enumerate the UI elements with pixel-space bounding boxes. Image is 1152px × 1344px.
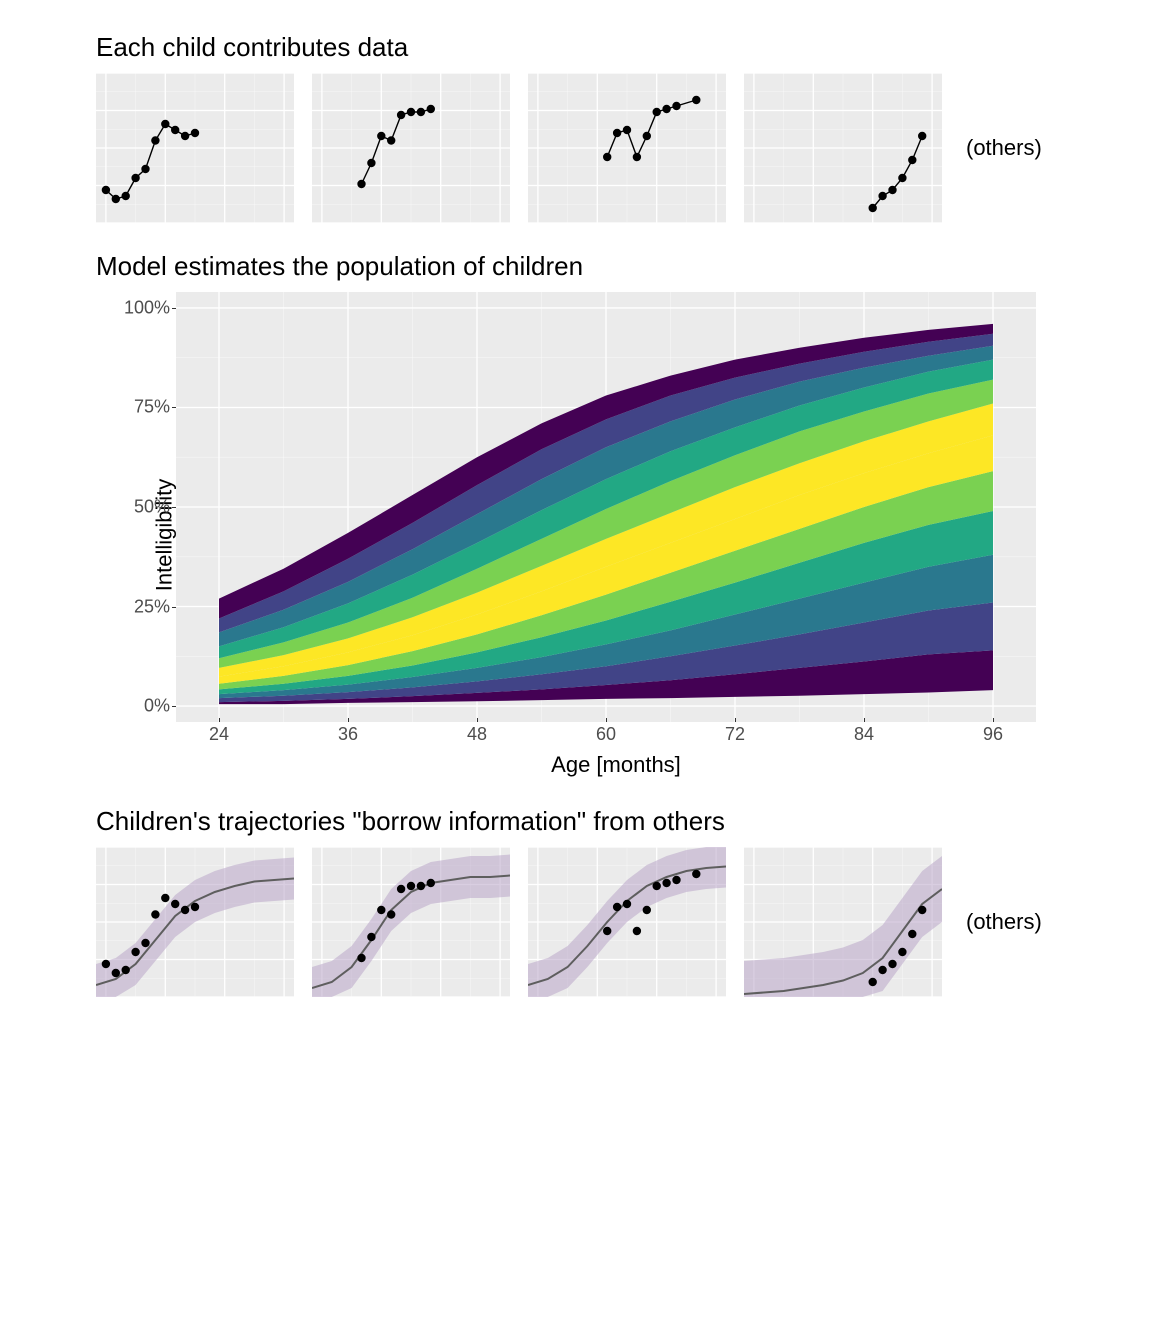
x-tick-label: 96 bbox=[983, 724, 1003, 745]
x-axis-label: Age [months] bbox=[176, 752, 1056, 778]
title-bottom: Children's trajectories "borrow informat… bbox=[96, 806, 1056, 837]
mini-panel bbox=[312, 73, 510, 223]
mini-panel bbox=[528, 847, 726, 997]
bottom-panel-row: (others) bbox=[96, 847, 1056, 997]
others-label: (others) bbox=[960, 135, 1042, 161]
y-tick-label: 100% bbox=[114, 297, 170, 318]
mini-panel bbox=[744, 73, 942, 223]
title-middle: Model estimates the population of childr… bbox=[96, 251, 1056, 282]
y-tick-label: 75% bbox=[114, 397, 170, 418]
x-tick-label: 84 bbox=[854, 724, 874, 745]
main-chart: Intelligibility 0%25%50%75%100% 24364860… bbox=[176, 292, 1056, 778]
others-label: (others) bbox=[960, 909, 1042, 935]
top-panel-row: (others) bbox=[96, 73, 1056, 223]
y-ticks: 0% 25% 50% 75% 100% bbox=[114, 292, 170, 778]
mini-panel bbox=[744, 847, 942, 997]
x-tick-label: 72 bbox=[725, 724, 745, 745]
y-tick-label: 0% bbox=[114, 696, 170, 717]
mini-panel bbox=[528, 73, 726, 223]
mini-panel bbox=[96, 73, 294, 223]
title-top: Each child contributes data bbox=[96, 32, 1056, 63]
y-tick-label: 25% bbox=[114, 596, 170, 617]
figure: Each child contributes data (others) Mod… bbox=[96, 32, 1056, 997]
x-tick-label: 60 bbox=[596, 724, 616, 745]
x-tick-label: 36 bbox=[338, 724, 358, 745]
x-ticks: 24 36 48 60 72 84 96 bbox=[176, 722, 1036, 748]
x-tick-label: 48 bbox=[467, 724, 487, 745]
mini-panel bbox=[96, 847, 294, 997]
main-plot-panel bbox=[176, 292, 1036, 722]
x-tick-label: 24 bbox=[209, 724, 229, 745]
y-tick-label: 50% bbox=[114, 497, 170, 518]
mini-panel bbox=[312, 847, 510, 997]
